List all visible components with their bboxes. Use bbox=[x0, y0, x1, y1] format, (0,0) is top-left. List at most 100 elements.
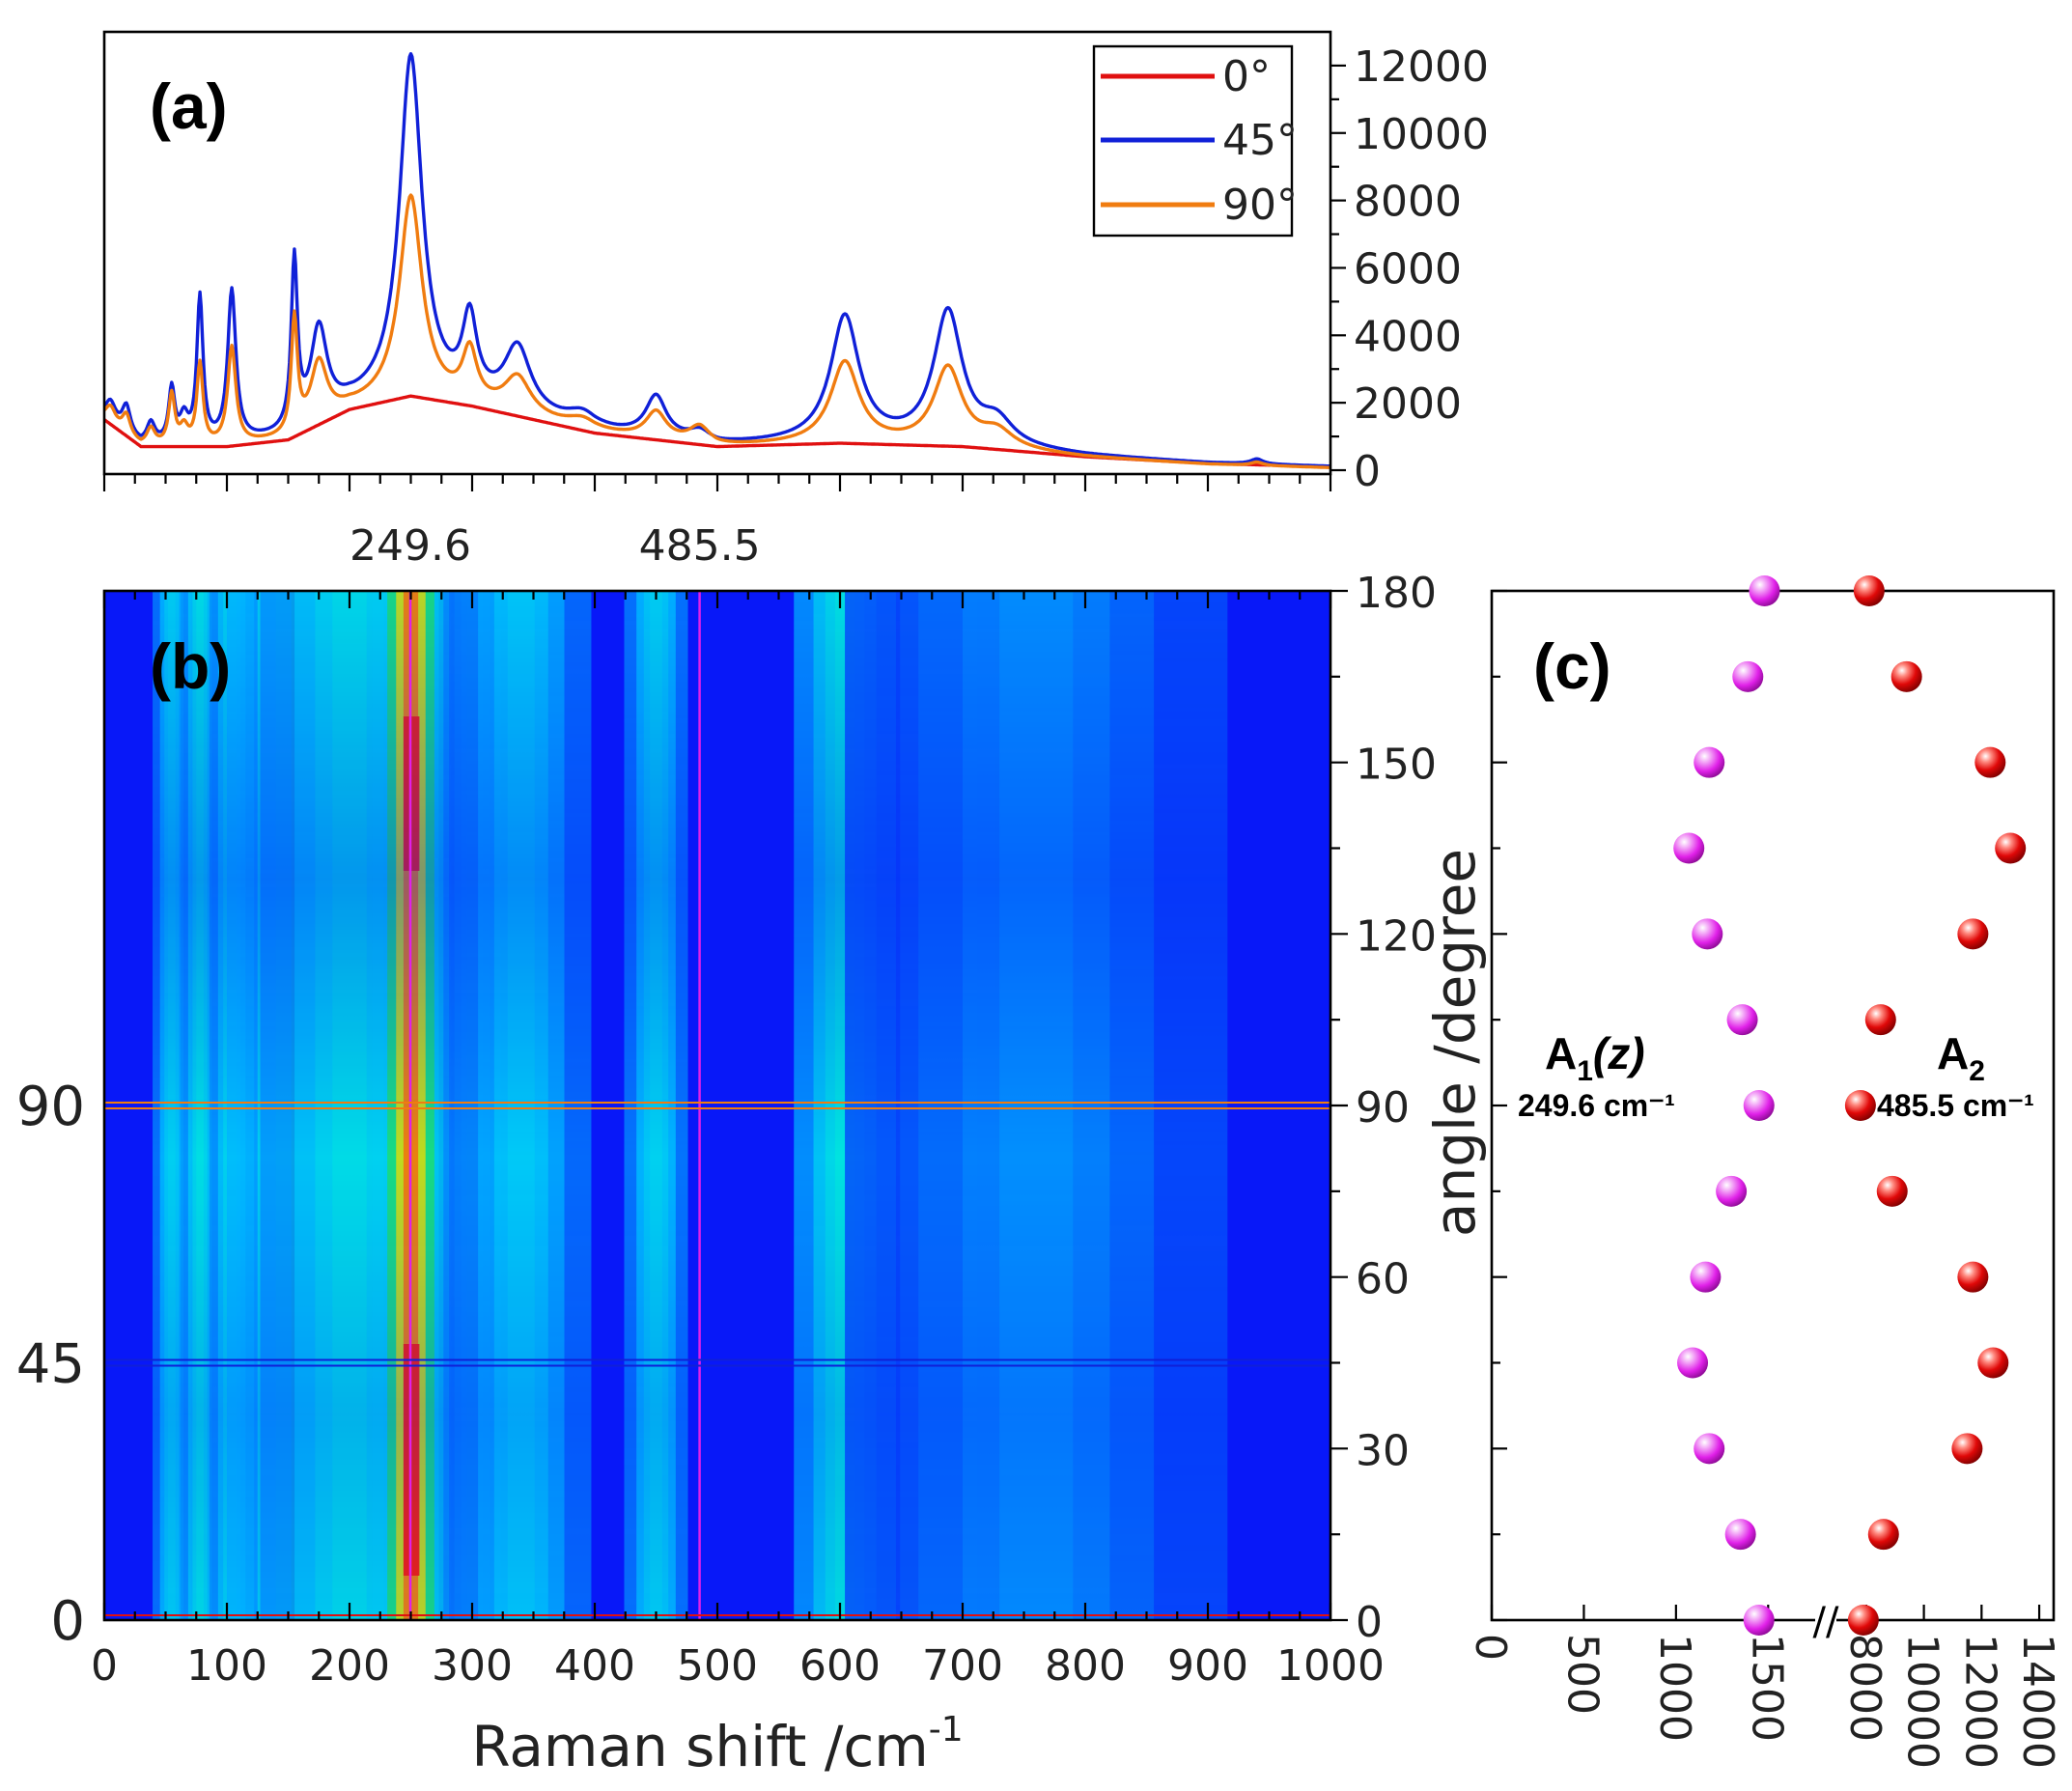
legend: 0° 45° 90° bbox=[1092, 44, 1298, 238]
b-x-tick-label: 200 bbox=[309, 1641, 390, 1691]
panel-b-label: (b) bbox=[150, 630, 231, 702]
b-y-tick-label: 30 bbox=[1356, 1426, 1410, 1475]
axis-break: // bbox=[1813, 1600, 1839, 1644]
a-y-tick-label: 6000 bbox=[1354, 244, 1462, 294]
a1-marker bbox=[1743, 1090, 1775, 1121]
a1-marker bbox=[1724, 1519, 1756, 1551]
a2-mode-letter: A bbox=[1937, 1028, 1969, 1078]
c-x-tick-label: 1500 bbox=[1742, 1634, 1791, 1742]
a2-marker bbox=[1876, 1175, 1908, 1207]
a1-marker bbox=[1673, 832, 1705, 864]
axis-break-gap bbox=[1815, 1610, 1836, 1630]
panel-a-y-ticks: 0 2000 4000 6000 8000 10000 12000 bbox=[1330, 42, 1489, 496]
c-x-tick-label: 10000 bbox=[1898, 1634, 1947, 1769]
c-x-tick-label: 500 bbox=[1557, 1634, 1607, 1715]
heatmap-band bbox=[332, 591, 367, 1620]
c-x-tick-label: 1000 bbox=[1650, 1634, 1699, 1742]
a1-marker bbox=[1677, 1347, 1709, 1379]
b-y-tick-label: 180 bbox=[1356, 569, 1437, 618]
a2-marker bbox=[1977, 1347, 2009, 1379]
heatmap-band bbox=[196, 591, 204, 1620]
b-left-marked-label: 45 bbox=[16, 1333, 85, 1396]
a1-marker bbox=[1694, 1433, 1725, 1465]
panel-b-heatmap bbox=[104, 591, 1330, 1620]
c-x-tick-label: 14000 bbox=[2013, 1634, 2062, 1769]
axis-break-mark: // bbox=[1813, 1600, 1839, 1644]
a2-marker bbox=[1957, 918, 1989, 950]
heatmap-band bbox=[999, 591, 1074, 1620]
a2-mode-subscript: 2 bbox=[1969, 1055, 1985, 1087]
b-y-tick-label: 150 bbox=[1356, 741, 1437, 790]
heatmap-band bbox=[507, 591, 535, 1620]
a2-mode-label: A2 bbox=[1937, 1028, 1985, 1087]
a2-marker bbox=[1974, 746, 2006, 778]
a2-marker bbox=[1847, 1605, 1879, 1636]
b-x-tick-label: 600 bbox=[799, 1641, 881, 1691]
b-y-tick-label: 120 bbox=[1356, 911, 1437, 961]
panel-a-x-ticks bbox=[102, 474, 1332, 491]
b-y-tick-label: 0 bbox=[1356, 1598, 1383, 1647]
a2-marker bbox=[1867, 1519, 1899, 1551]
a2-marker bbox=[1890, 660, 1922, 692]
a-y-tick-label: 2000 bbox=[1354, 379, 1462, 429]
x-axis-title-text: Raman shift /cm bbox=[471, 1714, 928, 1779]
b-x-tick-label: 700 bbox=[922, 1641, 1003, 1691]
panel-b-left-marked-labels: 0 45 90 bbox=[16, 1076, 85, 1653]
b-y-tick-label: 60 bbox=[1356, 1255, 1410, 1304]
panel-c-markers bbox=[1673, 575, 2027, 1636]
a-x-marked-label: 485.5 bbox=[639, 521, 761, 571]
b-x-tick-label: 0 bbox=[91, 1641, 118, 1691]
legend-label-0deg: 0° bbox=[1222, 52, 1271, 101]
b-left-marked-label: 90 bbox=[16, 1076, 85, 1138]
heatmap-band bbox=[650, 591, 662, 1620]
panel-b: 0 100 200 300 400 500 600 700 800 900 1000 0306090… bbox=[16, 569, 1488, 1779]
a2-marker bbox=[1951, 1433, 1983, 1465]
a1-marker bbox=[1690, 1261, 1722, 1293]
panel-a: 0 2000 4000 6000 8000 10000 12000 249.6 485.5 (… bbox=[102, 30, 1489, 571]
c-x-tick-label: 12000 bbox=[1955, 1634, 2004, 1769]
a1-marker bbox=[1726, 1004, 1758, 1036]
a2-marker bbox=[1853, 575, 1885, 606]
legend-label-90deg: 90° bbox=[1222, 181, 1298, 230]
a-y-tick-label: 12000 bbox=[1354, 42, 1489, 92]
panel-a-label: (a) bbox=[150, 70, 228, 142]
a2-marker bbox=[1957, 1261, 1989, 1293]
b-left-marked-label: 0 bbox=[50, 1590, 85, 1653]
a1-mode-polarization: (z) bbox=[1593, 1028, 1645, 1078]
panel-c: 0 500 1000 1500 8000 10000 12000 14000 // (c) A… bbox=[1466, 575, 2062, 1769]
a1-mode-label: A1(z) bbox=[1545, 1028, 1645, 1087]
b-x-tick-label: 500 bbox=[677, 1641, 758, 1691]
a2-marker bbox=[1995, 832, 2027, 864]
panel-a-traces bbox=[104, 52, 1330, 469]
a1-marker bbox=[1694, 746, 1725, 778]
a1-wavenumber: 249.6 cm⁻¹ bbox=[1518, 1088, 1675, 1123]
c-x-tick-label: 0 bbox=[1466, 1634, 1515, 1661]
a1-marker bbox=[1743, 1605, 1775, 1636]
a-y-tick-label: 0 bbox=[1354, 447, 1381, 496]
a1-mode-letter: A bbox=[1545, 1028, 1577, 1078]
b-x-tick-label: 400 bbox=[554, 1641, 635, 1691]
heatmap-band bbox=[168, 591, 176, 1620]
a1-marker bbox=[1692, 918, 1723, 950]
legend-label-45deg: 45° bbox=[1222, 116, 1298, 165]
heatmap-bands bbox=[153, 591, 1228, 1620]
b-x-tick-label: 900 bbox=[1167, 1641, 1248, 1691]
a1-marker bbox=[1716, 1175, 1748, 1207]
a1-marker bbox=[1732, 660, 1764, 692]
a2-marker bbox=[1844, 1090, 1876, 1121]
a-y-tick-label: 10000 bbox=[1354, 110, 1489, 159]
panel-c-x-tick-labels: 0 500 1000 1500 8000 10000 12000 14000 bbox=[1466, 1634, 2062, 1769]
a2-wavenumber: 485.5 cm⁻¹ bbox=[1877, 1088, 2034, 1123]
x-axis-title: Raman shift /cm-1 bbox=[471, 1710, 963, 1779]
b-x-tick-label: 300 bbox=[432, 1641, 513, 1691]
panel-c-label: (c) bbox=[1533, 630, 1611, 702]
panel-b-y-ticks: 0 30 60 90 120 150 180 bbox=[1330, 569, 1437, 1647]
x-axis-title-superscript: -1 bbox=[929, 1710, 964, 1749]
a2-marker bbox=[1864, 1004, 1896, 1036]
b-x-tick-label: 800 bbox=[1045, 1641, 1126, 1691]
b-y-tick-label: 90 bbox=[1356, 1083, 1410, 1133]
b-x-tick-label: 100 bbox=[186, 1641, 267, 1691]
c-x-tick-label: 8000 bbox=[1840, 1634, 1890, 1742]
a-x-marked-label: 249.6 bbox=[350, 521, 471, 571]
